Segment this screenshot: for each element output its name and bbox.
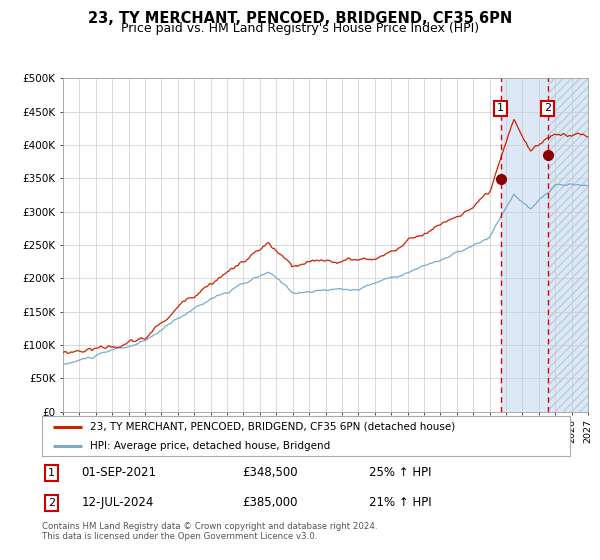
Text: 1: 1 [48,468,55,478]
Text: Price paid vs. HM Land Registry's House Price Index (HPI): Price paid vs. HM Land Registry's House … [121,22,479,35]
Text: 25% ↑ HPI: 25% ↑ HPI [370,466,432,479]
Bar [548,78,588,412]
Text: 1: 1 [497,104,504,113]
Text: £385,000: £385,000 [242,496,298,509]
Text: 2: 2 [544,104,551,113]
Text: 23, TY MERCHANT, PENCOED, BRIDGEND, CF35 6PN: 23, TY MERCHANT, PENCOED, BRIDGEND, CF35… [88,11,512,26]
Text: HPI: Average price, detached house, Bridgend: HPI: Average price, detached house, Brid… [89,441,330,450]
Text: £348,500: £348,500 [242,466,298,479]
Text: 01-SEP-2021: 01-SEP-2021 [82,466,157,479]
Text: 23, TY MERCHANT, PENCOED, BRIDGEND, CF35 6PN (detached house): 23, TY MERCHANT, PENCOED, BRIDGEND, CF35… [89,422,455,432]
Bar [548,78,588,412]
Text: 12-JUL-2024: 12-JUL-2024 [82,496,154,509]
Text: 2: 2 [48,498,55,508]
Bar [500,78,548,412]
Text: Contains HM Land Registry data © Crown copyright and database right 2024.
This d: Contains HM Land Registry data © Crown c… [42,522,377,542]
Text: 21% ↑ HPI: 21% ↑ HPI [370,496,432,509]
